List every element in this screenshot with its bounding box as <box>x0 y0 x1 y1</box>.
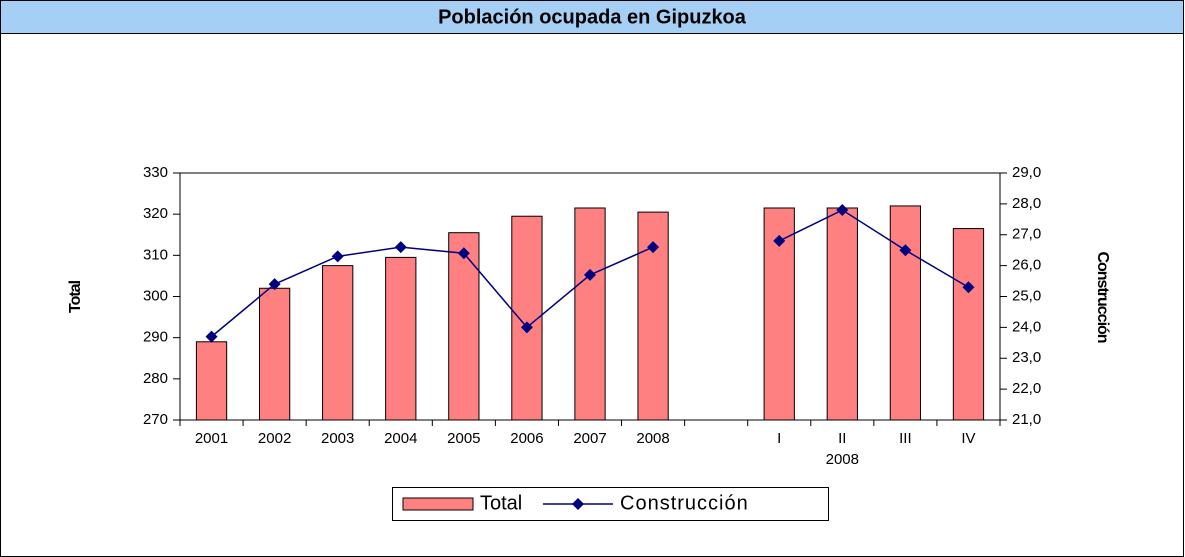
marker <box>773 234 786 247</box>
x-tick-label: II <box>838 430 846 447</box>
marker <box>457 247 470 260</box>
y2-tick-label: 29,0 <box>1012 164 1041 181</box>
header <box>0 0 1184 34</box>
y2-tick-label: 25,0 <box>1012 287 1041 304</box>
bar <box>826 207 858 421</box>
marker <box>899 244 912 257</box>
y-tick-label: 280 <box>143 370 168 387</box>
marker <box>268 278 281 291</box>
y-tick-label: 320 <box>143 205 168 222</box>
x-tick-label: III <box>899 430 912 447</box>
x-tick-label: 2004 <box>384 430 417 447</box>
marker <box>520 321 533 334</box>
legend-marker <box>572 498 584 510</box>
y2-axis-label: Construcción <box>1094 251 1111 342</box>
marker <box>962 281 975 294</box>
marker <box>836 204 849 217</box>
y2-tick-label: 21,0 <box>1012 411 1041 428</box>
x-tick-label: 2005 <box>447 430 480 447</box>
bar <box>322 265 354 421</box>
x-tick-label: I <box>777 430 781 447</box>
y2-tick-label: 24,0 <box>1012 318 1041 335</box>
y-axis-label: Total <box>67 280 84 313</box>
bar <box>195 341 228 421</box>
bar <box>574 207 606 421</box>
bar <box>258 287 291 421</box>
x-tick-label: 2002 <box>258 430 291 447</box>
y-tick-label: 270 <box>143 411 168 428</box>
annotation: 2008 <box>826 451 859 468</box>
y-tick-label: 290 <box>143 329 168 346</box>
y-tick-label: 300 <box>143 287 168 304</box>
marker <box>331 250 344 263</box>
x-tick-label: 2008 <box>636 430 669 447</box>
y2-tick-label: 26,0 <box>1012 257 1041 274</box>
legend-label: Construcción <box>620 492 749 514</box>
bar <box>952 228 985 421</box>
legend-swatch <box>402 497 474 511</box>
legend-label: Total <box>480 492 522 514</box>
marker <box>394 241 407 254</box>
y2-tick-label: 27,0 <box>1012 226 1041 243</box>
marker <box>584 268 596 281</box>
marker <box>205 330 218 343</box>
y-tick-label: 330 <box>143 164 168 181</box>
x-tick-label: 2007 <box>573 430 606 447</box>
y2-tick-label: 22,0 <box>1012 380 1041 397</box>
x-tick-label: 2001 <box>195 430 228 447</box>
bar <box>889 205 922 421</box>
y2-tick-label: 23,0 <box>1012 349 1041 366</box>
chart-title: Población ocupada en Gipuzkoa <box>438 6 747 28</box>
x-tick-label: IV <box>961 430 975 447</box>
line <box>211 209 969 338</box>
y-tick-label: 310 <box>143 246 168 263</box>
bar <box>385 256 417 421</box>
marker <box>647 241 660 254</box>
x-tick-label: 2006 <box>510 430 543 447</box>
y2-tick-label: 28,0 <box>1012 195 1041 212</box>
x-tick-label: 2003 <box>321 430 354 447</box>
bar <box>448 232 480 421</box>
